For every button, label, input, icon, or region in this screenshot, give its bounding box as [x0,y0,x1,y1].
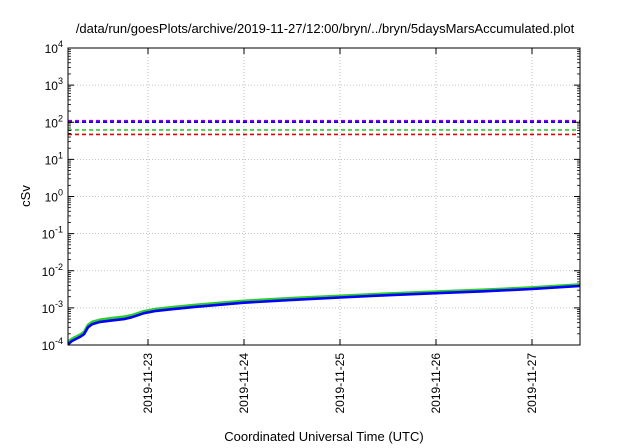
y-tick-base: 10 [45,79,59,93]
y-tick-label: 102 [45,113,63,130]
y-tick-base: 10 [45,42,59,56]
y-tick-base: 10 [42,339,56,353]
y-tick-exponent: 3 [58,76,63,86]
y-tick-label: 10-3 [42,299,63,316]
y-tick-label: 10-2 [42,262,63,279]
y-tick-exponent: -2 [55,262,63,272]
reference-lines [68,119,580,136]
x-tick-label: 2019-11-23 [141,353,155,414]
x-tick-label: 2019-11-24 [237,353,251,414]
y-tick-base: 10 [42,228,56,242]
x-tick-label: 2019-11-25 [333,353,347,414]
grid [68,48,580,345]
y-tick-base: 10 [45,153,59,167]
y-tick-base: 10 [45,191,59,205]
y-tick-label: 100 [45,188,63,205]
y-tick-exponent: -1 [55,225,63,235]
y-tick-label: 10-1 [42,225,63,242]
y-tick-exponent: -4 [55,336,63,346]
series-line [67,284,581,346]
y-tick-label: 104 [45,39,63,56]
y-tick-label: 103 [45,76,63,93]
y-tick-exponent: -3 [55,299,63,309]
y-tick-label: 10-4 [42,336,63,353]
x-axis-ticks: 2019-11-23 2019-11-24 2019-11-25 2019-11-26… [141,48,539,414]
y-tick-exponent: 2 [58,113,63,123]
y-tick-base: 10 [45,116,59,130]
x-axis-label: Coordinated Universal Time (UTC) [224,429,423,444]
y-tick-exponent: 4 [58,39,63,49]
y-tick-base: 10 [42,302,56,316]
series-layer [67,283,581,346]
y-tick-exponent: 0 [58,188,63,198]
x-tick-label: 2019-11-27 [525,353,539,414]
x-tick-label: 2019-11-26 [429,353,443,414]
y-tick-label: 101 [45,150,63,167]
y-axis-label: cSv [18,185,33,207]
chart-title: /data/run/goesPlots/archive/2019-11-27/1… [76,21,575,36]
y-tick-base: 10 [42,265,56,279]
y-tick-exponent: 1 [58,150,63,160]
